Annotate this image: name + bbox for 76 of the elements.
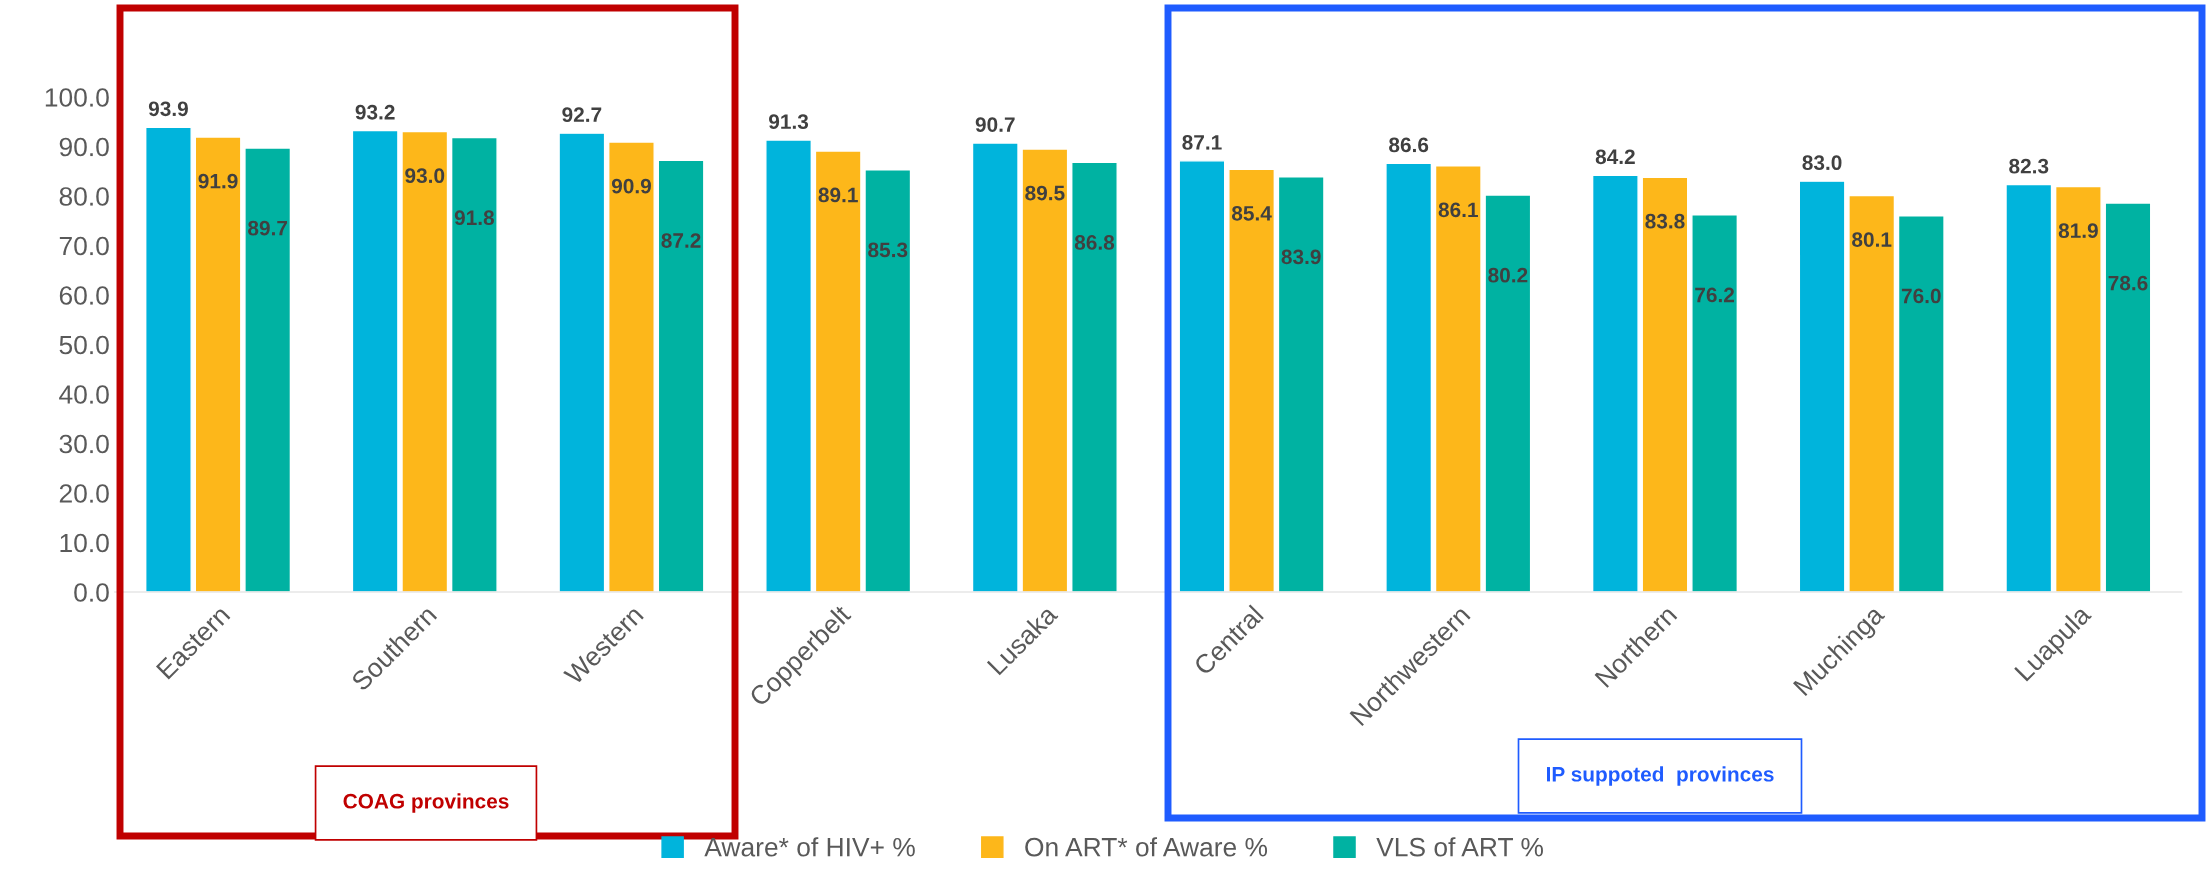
bar <box>1228 168 1276 593</box>
data-label: 93.0 <box>405 168 445 184</box>
bar <box>1897 215 1945 593</box>
bar <box>864 169 912 593</box>
data-label: 80.1 <box>1852 232 1892 247</box>
bar <box>814 150 862 593</box>
data-label: 78.6 <box>2108 275 2148 291</box>
text: IP suppoted provinces <box>1546 766 1774 786</box>
bar <box>244 147 292 593</box>
legend-label: On ART* of Aware % <box>1025 837 1268 857</box>
y-tick-label: 60.0 <box>59 286 109 305</box>
data-label: 80.2 <box>1488 267 1528 283</box>
data-label: 93.2 <box>355 104 395 120</box>
data-label: 91.9 <box>198 173 238 189</box>
text: COAG provinces <box>343 793 509 813</box>
bar <box>1178 160 1226 593</box>
bar <box>194 136 242 593</box>
data-label: 92.7 <box>562 107 602 123</box>
bar <box>1021 148 1069 593</box>
data-label: 90.9 <box>611 178 651 194</box>
bar <box>1484 194 1532 593</box>
data-label: 89.5 <box>1025 185 1065 201</box>
bar <box>450 136 498 593</box>
data-label: 87.2 <box>661 233 701 248</box>
data-label: 93.9 <box>148 101 188 117</box>
bar <box>558 132 606 593</box>
data-label: 90.7 <box>975 117 1015 132</box>
bar <box>1071 161 1118 593</box>
data-label: 76.2 <box>1695 287 1735 303</box>
data-label: 86.6 <box>1389 137 1429 153</box>
y-tick-label: 90.0 <box>59 137 109 157</box>
bar <box>1641 176 1689 593</box>
data-label: 84.2 <box>1595 149 1635 165</box>
bar <box>2005 183 2053 593</box>
data-label: 86.8 <box>1074 235 1115 250</box>
y-tick-label: 40.0 <box>59 385 109 404</box>
data-label: 89.7 <box>248 220 288 236</box>
bar <box>2104 202 2152 593</box>
bar <box>1434 165 1482 593</box>
data-label: 83.8 <box>1645 213 1685 229</box>
legend-label: VLS of ART % <box>1376 837 1543 857</box>
bar <box>1848 194 1896 593</box>
legend-label: Aware* of HIV+ % <box>704 837 915 857</box>
y-tick-label: 50.0 <box>59 335 109 355</box>
data-label: 86.1 <box>1438 202 1478 218</box>
bar <box>351 129 399 593</box>
bar <box>765 139 812 593</box>
bar <box>401 130 449 593</box>
data-label: 85.4 <box>1231 205 1272 221</box>
data-label: 83.0 <box>1802 155 1842 171</box>
bar <box>608 141 655 593</box>
y-tick-label: 10.0 <box>60 533 109 553</box>
bar <box>1691 214 1739 593</box>
data-label: 83.9 <box>1281 249 1321 265</box>
y-tick-label: 70.0 <box>59 236 109 256</box>
data-label: 91.3 <box>769 114 809 130</box>
bar <box>657 159 705 593</box>
bar <box>145 126 192 593</box>
bar <box>2054 185 2102 593</box>
bar <box>1798 180 1846 593</box>
data-label: 82.3 <box>2009 158 2049 174</box>
y-tick-label: 80.0 <box>59 187 109 206</box>
data-label: 89.1 <box>818 187 858 203</box>
y-tick-label: 20.0 <box>59 484 109 503</box>
data-label: 87.1 <box>1182 135 1222 150</box>
y-tick-label: 0.0 <box>74 583 109 602</box>
y-tick-label: 30.0 <box>59 434 109 454</box>
bar <box>1385 162 1433 593</box>
data-label: 85.3 <box>868 242 908 258</box>
bar <box>1591 174 1639 593</box>
bar <box>1277 176 1325 593</box>
bar <box>971 142 1019 593</box>
data-label: 76.0 <box>1901 288 1941 304</box>
data-label: 91.8 <box>454 210 495 226</box>
data-label: 81.9 <box>2058 223 2098 239</box>
y-tick-label: 100.0 <box>45 88 109 107</box>
